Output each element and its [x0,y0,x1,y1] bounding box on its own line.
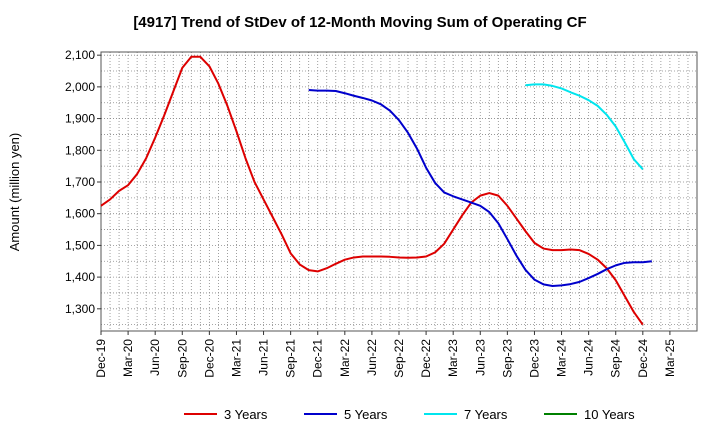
x-tick-label: Sep-20 [175,339,189,378]
x-tick-label: Jun-22 [365,339,379,376]
x-tick-label: Mar-23 [446,339,460,377]
legend-label: 10 Years [584,407,635,422]
y-tick-label: 2,000 [65,80,95,94]
y-tick-label: 1,500 [65,238,95,252]
series-line-3-years [100,55,644,326]
x-tick-label: Jun-21 [257,339,271,376]
x-tick-label: Dec-22 [419,339,433,378]
x-tick-label: Mar-24 [555,339,569,377]
y-tick-label: 1,300 [65,302,95,316]
plot-background [101,52,697,331]
x-tick-label: Sep-24 [609,339,623,378]
x-tick-label: Dec-23 [527,339,541,378]
x-tick-label: Dec-21 [311,339,325,378]
x-tick-label: Sep-23 [500,339,514,378]
legend-label: 7 Years [464,407,508,422]
legend: 3 Years 5 Years 7 Years 10 Years [184,407,635,422]
y-tick-label: 1,700 [65,175,95,189]
legend-label: 5 Years [344,407,388,422]
x-tick-label: Sep-22 [392,339,406,378]
y-tick-label: 1,800 [65,143,95,157]
y-axis-label: Amount (million yen) [7,133,22,252]
y-tick-label: 2,100 [65,48,95,62]
y-tick-label: 1,400 [65,270,95,284]
y-tick-label: 1,900 [65,112,95,126]
series-line-5-years [308,89,652,287]
x-tick-label: Mar-21 [229,339,243,377]
x-tick-label: Jun-23 [473,339,487,376]
x-tick-label: Dec-20 [202,339,216,378]
plot-area: 1,300 1,400 1,500 1,600 1,700 1,800 1,900 2,000… [65,48,698,378]
y-tick-label: 1,600 [65,207,95,221]
x-tick-label: Mar-25 [663,339,677,377]
series-line-7-years [525,83,644,170]
x-tick-label: Sep-21 [284,339,298,378]
x-tick-label: Dec-24 [636,339,650,378]
x-tick-label: Jun-24 [582,339,596,376]
x-tick-label: Dec-19 [94,339,108,378]
chart-title: [4917] Trend of StDev of 12-Month Moving… [133,14,586,31]
x-tick-label: Mar-22 [338,339,352,377]
x-tick-label: Mar-20 [121,339,135,377]
legend-label: 3 Years [224,407,268,422]
x-tick-label: Jun-20 [148,339,162,376]
